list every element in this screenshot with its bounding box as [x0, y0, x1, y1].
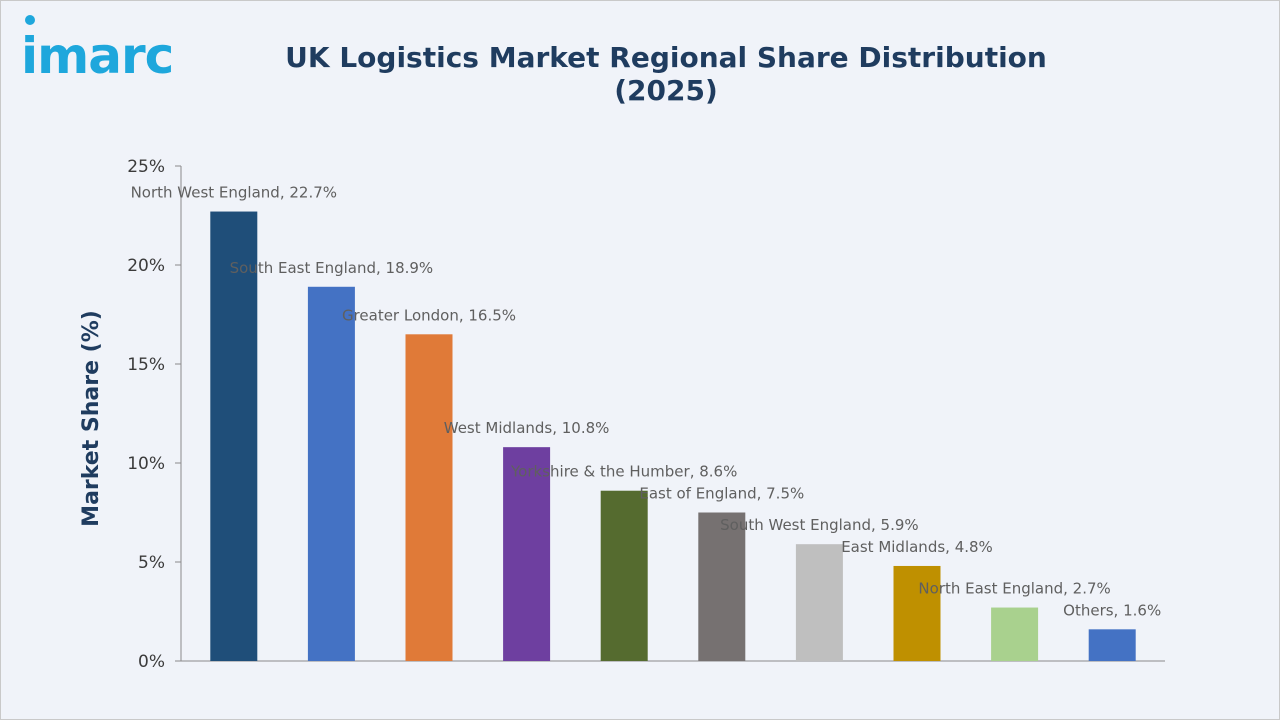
data-label: Greater London, 16.5% — [342, 306, 516, 324]
data-label: West Midlands, 10.8% — [444, 419, 610, 437]
bars — [210, 211, 1136, 662]
data-label: Others, 1.6% — [1063, 601, 1161, 619]
y-tick-label: 25% — [127, 157, 165, 177]
bar — [307, 286, 355, 661]
bar — [893, 565, 941, 661]
data-labels: North West England, 22.7% South East Engl… — [131, 184, 1162, 620]
data-label: North East England, 2.7% — [918, 580, 1110, 598]
bar — [503, 447, 551, 661]
bar — [698, 512, 746, 661]
y-tick-label: 5% — [138, 553, 165, 573]
bar — [600, 490, 648, 661]
y-tick-label: 0% — [138, 652, 165, 672]
y-axis-label: Market Share (%) — [79, 310, 104, 527]
bar — [991, 607, 1039, 661]
y-tick-label: 15% — [127, 355, 165, 375]
y-tick-label: 20% — [127, 256, 165, 276]
data-label: East Midlands, 4.8% — [841, 538, 993, 556]
data-label: Yorkshire & the Humber, 8.6% — [510, 463, 737, 481]
data-label: South East England, 18.9% — [230, 259, 434, 277]
chart-title: UK Logistics Market Regional Share Distr… — [285, 41, 1047, 107]
bar — [1088, 629, 1136, 661]
bar — [405, 334, 453, 661]
logo-dot-icon — [25, 15, 35, 25]
logo-text: imarc — [21, 27, 174, 85]
data-label: North West England, 22.7% — [131, 184, 337, 202]
bar — [210, 211, 258, 662]
imarc-logo: imarc — [21, 31, 174, 81]
y-tick-label: 10% — [127, 454, 165, 474]
data-label: East of England, 7.5% — [639, 485, 804, 503]
data-label: South West England, 5.9% — [720, 516, 919, 534]
bar — [795, 544, 843, 661]
